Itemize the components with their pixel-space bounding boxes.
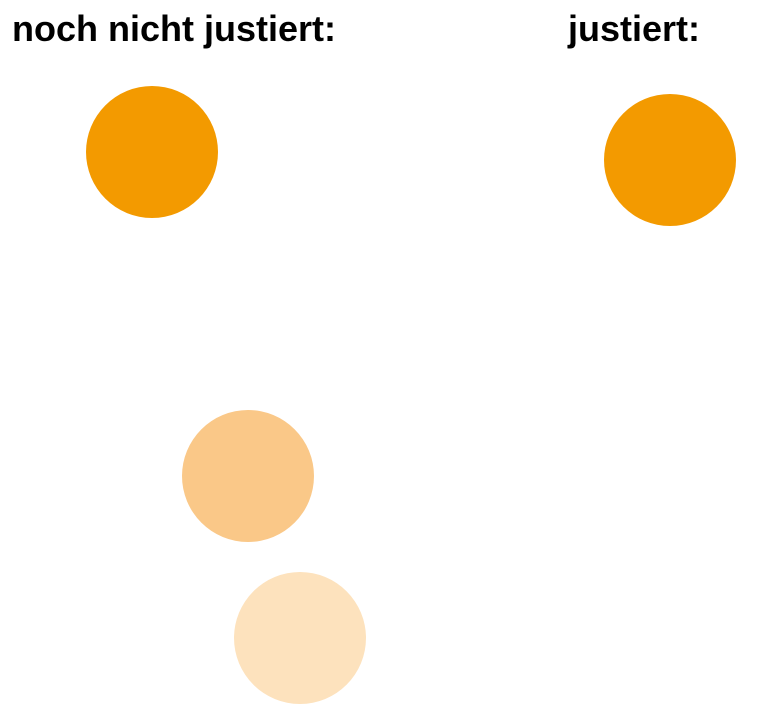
circle-unadjusted-2 <box>134 248 266 380</box>
heading-adjusted: justiert: <box>568 8 700 50</box>
circle-unadjusted-3 <box>182 410 314 542</box>
circle-unadjusted-1 <box>86 86 218 218</box>
heading-not-adjusted: noch nicht justiert: <box>12 8 336 50</box>
circle-adjusted-1 <box>604 94 736 226</box>
circle-unadjusted-4 <box>234 572 366 704</box>
